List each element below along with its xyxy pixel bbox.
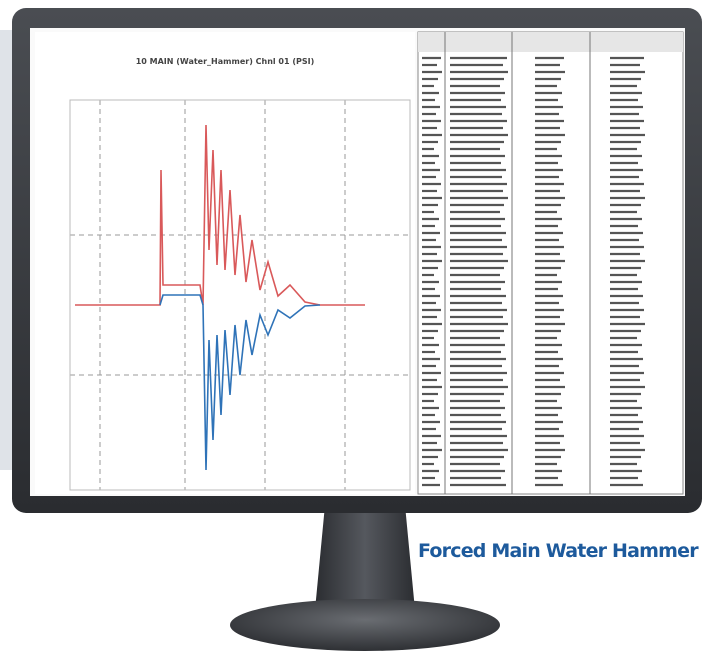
plot-grid <box>70 100 410 490</box>
stand-base <box>230 599 500 651</box>
plot-frame <box>69 99 411 491</box>
chart-title: 10 MAIN (Water_Hammer) Chnl 01 (PSI) <box>136 57 315 66</box>
table-rows <box>422 56 645 487</box>
trace-blue <box>159 294 321 471</box>
table-columns <box>444 32 591 494</box>
caption: Forced Main Water Hammer <box>418 540 699 562</box>
table-header <box>418 32 683 52</box>
stand-neck <box>315 505 415 610</box>
data-table <box>417 31 684 495</box>
trace-red <box>75 124 365 306</box>
